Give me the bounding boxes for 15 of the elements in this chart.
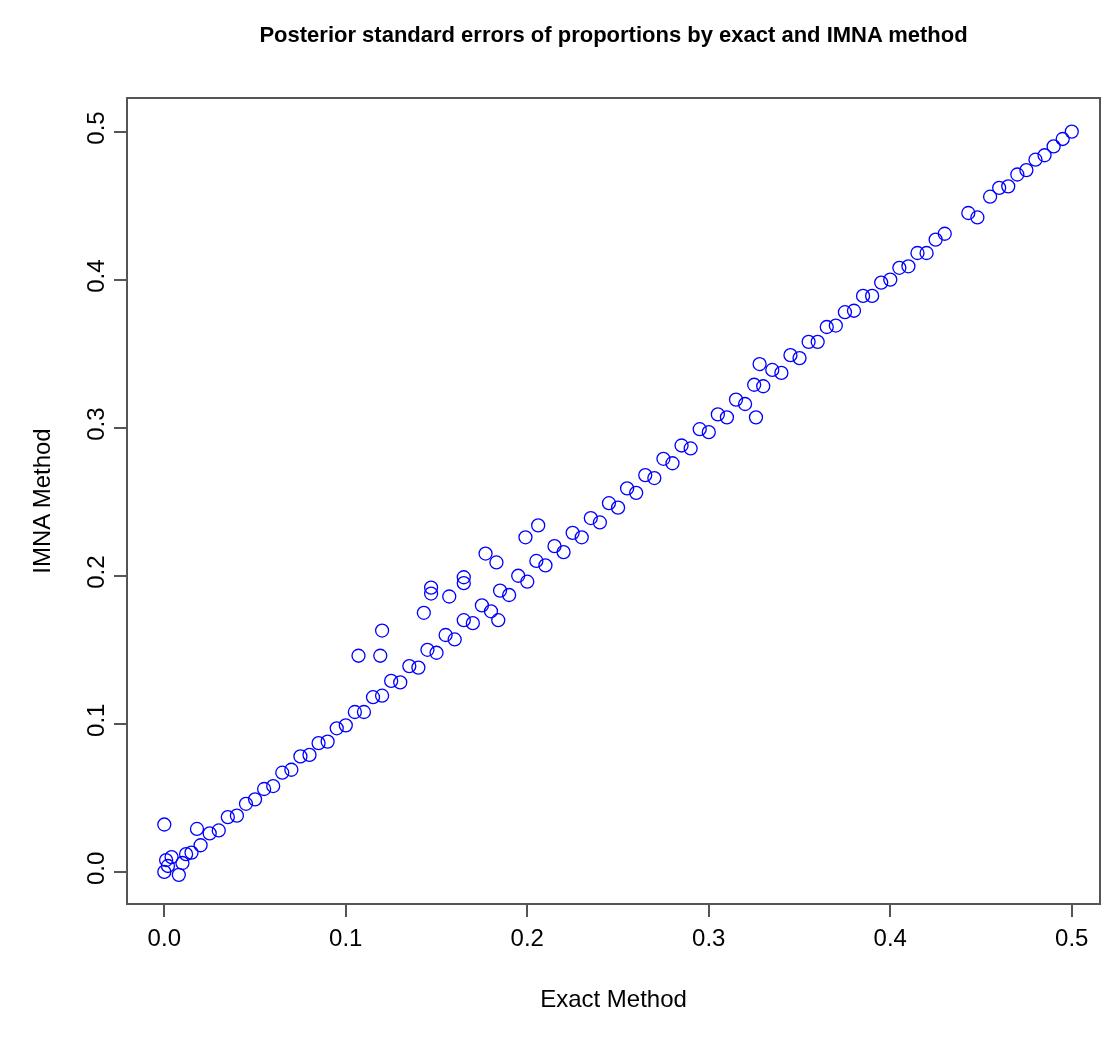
y-tick-label: 0.3	[82, 407, 110, 441]
x-tick-label: 0.2	[510, 923, 544, 951]
y-tick-label: 0.0	[82, 851, 110, 885]
y-tick-label: 0.1	[82, 703, 110, 737]
y-tick-label: 0.2	[82, 555, 110, 589]
x-axis-title: Exact Method	[540, 984, 687, 1012]
y-tick-label: 0.5	[82, 111, 110, 145]
x-tick-label: 0.4	[873, 923, 907, 951]
x-tick-label: 0.5	[1055, 923, 1089, 951]
x-tick-label: 0.3	[692, 923, 726, 951]
x-tick-label: 0.0	[147, 923, 181, 951]
y-tick-label: 0.4	[82, 259, 110, 293]
x-tick-label: 0.1	[329, 923, 363, 951]
y-axis-title: IMNA Method	[28, 428, 55, 574]
chart-title: Posterior standard errors of proportions by exact and IMNA method	[259, 21, 968, 47]
